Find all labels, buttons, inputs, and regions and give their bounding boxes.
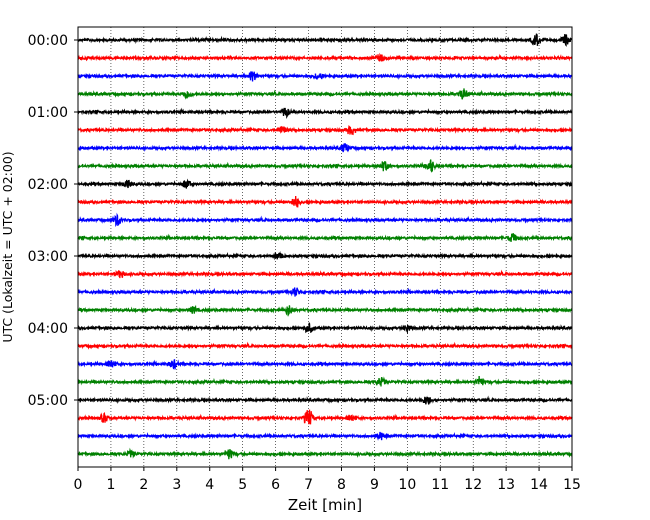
seismogram-trace bbox=[77, 287, 573, 297]
x-axis-label: Zeit [min] bbox=[288, 496, 362, 514]
seismogram-trace bbox=[77, 409, 573, 425]
y-tick-label: 04:00 bbox=[28, 321, 68, 337]
x-tick-label: 3 bbox=[172, 477, 181, 493]
x-tick-label: 14 bbox=[530, 477, 548, 493]
x-tick-label: 8 bbox=[337, 477, 346, 493]
seismogram-trace bbox=[77, 269, 573, 279]
x-tick-label: 15 bbox=[563, 477, 581, 493]
seismogram-trace bbox=[77, 447, 573, 460]
x-tick-label: 5 bbox=[238, 477, 247, 493]
seismogram-trace bbox=[77, 195, 573, 208]
y-tick-label: 02:00 bbox=[28, 177, 68, 193]
seismogram-trace bbox=[77, 88, 573, 100]
y-tick-label: 03:00 bbox=[28, 249, 68, 265]
seismogram-trace bbox=[77, 124, 573, 136]
seismogram-trace bbox=[77, 395, 573, 405]
x-tick-label: 7 bbox=[304, 477, 313, 493]
seismogram-trace bbox=[77, 233, 573, 242]
seismogram-trace bbox=[77, 159, 573, 173]
seismogram-trace bbox=[77, 341, 573, 350]
y-tick-label: 00:00 bbox=[28, 33, 68, 49]
plot-frame bbox=[77, 26, 573, 468]
y-tick-label: 01:00 bbox=[28, 105, 68, 121]
seismogram-trace bbox=[77, 107, 573, 120]
x-tick-label: 0 bbox=[74, 477, 83, 493]
x-tick-label: 2 bbox=[139, 477, 148, 493]
x-tick-label: 13 bbox=[497, 477, 515, 493]
seismogram-trace bbox=[77, 52, 573, 62]
seismogram-trace bbox=[77, 251, 573, 261]
seismogram-trace bbox=[77, 71, 573, 82]
seismogram-trace bbox=[77, 431, 573, 441]
seismogram-trace bbox=[77, 359, 573, 371]
x-tick-label: 12 bbox=[464, 477, 482, 493]
seismogram-trace bbox=[77, 178, 573, 189]
seismogram-trace bbox=[77, 375, 573, 387]
x-tick-label: 6 bbox=[271, 477, 280, 493]
seismogram-traces bbox=[77, 33, 573, 460]
y-axis-label: UTC (Lokalzeit = UTC + 02:00) bbox=[0, 151, 15, 342]
seismogram-trace bbox=[77, 212, 573, 228]
y-tick-label: 05:00 bbox=[28, 393, 68, 409]
x-axis: 0 1 2 3 4 5 6 7 8 9 10 11 12 13 14 15 bbox=[74, 467, 581, 493]
x-tick-label: 1 bbox=[106, 477, 115, 493]
x-tick-label: 11 bbox=[431, 477, 449, 493]
seismogram-trace bbox=[77, 33, 573, 47]
x-tick-label: 4 bbox=[205, 477, 214, 493]
seismogram-trace bbox=[77, 304, 573, 318]
y-axis: 00:00 01:00 02:00 03:00 04:00 05:00 bbox=[28, 33, 78, 409]
seismogram-trace bbox=[77, 322, 573, 335]
x-tick-label: 9 bbox=[370, 477, 379, 493]
x-tick-label: 10 bbox=[398, 477, 416, 493]
seismogram-trace bbox=[77, 143, 573, 153]
grid-lines bbox=[110, 27, 540, 467]
